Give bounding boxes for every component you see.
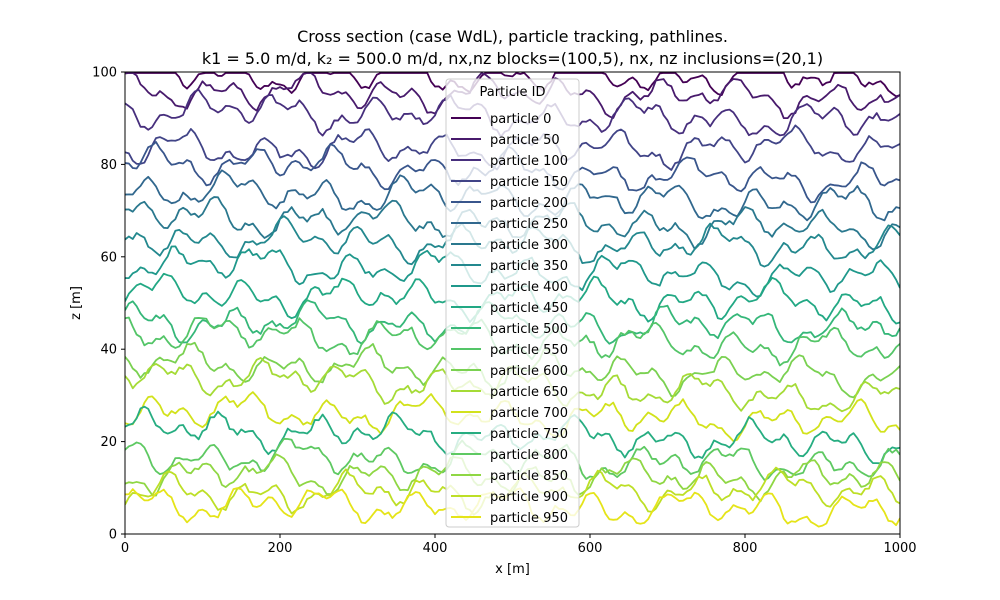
y-tick-label: 60: [100, 250, 117, 265]
legend-entry: particle 250: [490, 217, 568, 232]
legend-entry: particle 350: [490, 259, 568, 274]
y-tick-label: 100: [92, 66, 117, 81]
legend-entry: particle 450: [490, 301, 568, 316]
legend: Particle ID particle 0 particle 50 particle…: [445, 78, 580, 528]
chart-title-line-1: Cross section (case WdL), particle track…: [297, 27, 728, 46]
x-tick-label: 800: [733, 541, 758, 556]
legend-entry: particle 600: [490, 364, 568, 379]
legend-entry: particle 650: [490, 385, 568, 400]
legend-entry: particle 100: [490, 154, 568, 169]
legend-entry: particle 800: [490, 448, 568, 463]
legend-entry: particle 400: [490, 280, 568, 295]
axis-layer: 0 200 400 600 800 1000 0 20 40 60 80 100: [92, 66, 916, 557]
legend-entry: particle 750: [490, 427, 568, 442]
legend-entry: particle 50: [490, 133, 560, 148]
x-tick-label: 0: [121, 541, 129, 556]
legend-entry: particle 550: [490, 343, 568, 358]
legend-entry: particle 150: [490, 175, 568, 190]
y-tick-label: 0: [109, 528, 117, 543]
y-tick-label: 40: [100, 343, 117, 358]
plot-frame: [124, 71, 901, 535]
legend-entry: particle 850: [490, 469, 568, 484]
legend-box: [445, 78, 580, 528]
legend-entry: particle 900: [490, 490, 568, 505]
x-tick-label: 1000: [883, 541, 916, 556]
legend-entry: particle 300: [490, 238, 568, 253]
y-axis-label: z [m]: [69, 286, 84, 320]
legend-entry: particle 200: [490, 196, 568, 211]
chart-title-line-2: k1 = 5.0 m/d, k₂ = 500.0 m/d, nx,nz bloc…: [202, 49, 823, 68]
x-axis-label: x [m]: [495, 562, 530, 577]
x-tick-label: 400: [423, 541, 448, 556]
legend-entry: particle 700: [490, 406, 568, 421]
legend-entry: particle 500: [490, 322, 568, 337]
legend-entry: particle 950: [490, 511, 568, 526]
y-tick-label: 20: [100, 435, 117, 450]
y-tick-label: 80: [100, 158, 117, 173]
x-tick-label: 200: [268, 541, 293, 556]
legend-entry: particle 0: [490, 112, 551, 127]
legend-title: Particle ID: [479, 85, 545, 100]
x-tick-label: 600: [578, 541, 603, 556]
series-line-particle-0: [125, 72, 900, 98]
